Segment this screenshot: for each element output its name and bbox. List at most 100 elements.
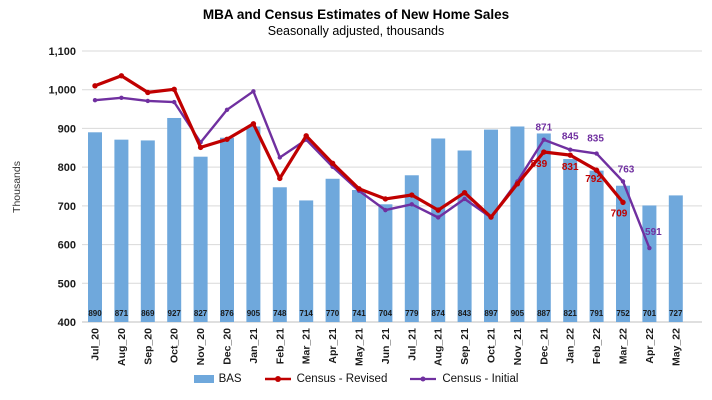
census-initial-line-marker [119,95,124,101]
data-point-label: 845 [562,132,579,143]
census-initial-line-marker [224,107,230,113]
y-axis-title: Thousands [11,161,23,213]
census-initial-line-swatch-icon [410,376,437,382]
census-revised-line-marker [224,136,230,142]
census-revised-line-marker [303,133,309,139]
bar-value-label: 887 [537,309,551,318]
data-point-label: 709 [611,208,628,219]
bas-bar-swatch-icon [193,375,214,383]
x-axis-label: Mar_21 [301,328,313,364]
y-tick-label: 500 [58,278,76,290]
legend-item-census-initial: Census - Initial [409,373,518,385]
bar [114,139,129,322]
bar [140,140,155,322]
bar [589,170,604,322]
census-initial-line-marker [568,147,573,152]
census-revised-line-marker [541,149,547,155]
bar-value-label: 874 [432,309,446,318]
data-point-label: 831 [562,162,579,173]
census-initial-line-marker [647,245,652,251]
x-axis-label: Feb_22 [591,328,603,364]
census-initial-line-marker [436,215,441,220]
x-axis-label: May_22 [670,328,682,366]
y-tick-label: 800 [58,162,76,174]
bar-value-label: 905 [511,309,525,318]
census-initial-line-marker [92,97,98,103]
bar-value-label: 897 [484,309,498,318]
census-revised-line-marker [514,181,521,187]
bar [352,189,366,322]
census-initial-line-marker [277,155,282,160]
y-tick-label: 700 [58,201,76,213]
bar-value-label: 701 [643,309,657,318]
legend-item-bas: BAS [193,373,242,385]
x-axis-label: Sep_20 [142,328,154,365]
legend: BAS Census - Revised Census - Initial [0,373,712,385]
census-initial-line-marker [409,202,414,207]
data-point-label: 591 [645,227,662,238]
bar-value-label: 791 [590,309,604,318]
bar [484,129,498,322]
bar-value-label: 827 [194,309,208,318]
census-revised-line-marker [382,196,389,202]
bar-value-label: 876 [220,309,234,318]
bar [616,185,630,322]
bar-value-label: 779 [405,309,419,318]
legend-label-census-initial: Census - Initial [442,373,519,385]
x-axis-label: Dec_20 [222,328,234,365]
census-revised-line-marker [593,167,600,173]
bar-value-label: 714 [300,309,314,318]
x-axis-label: May_21 [354,328,366,366]
bar-value-label: 890 [88,309,102,318]
bar [431,138,446,322]
x-axis-label: Oct_21 [486,328,498,363]
bar [536,133,551,322]
census-revised-line-marker [356,186,362,192]
bar [193,156,208,322]
bar-value-label: 821 [564,309,578,318]
x-axis-label: Dec_21 [538,328,550,365]
y-tick-label: 1,100 [48,46,76,58]
bar [457,150,472,322]
legend-label-census-revised: Census - Revised [296,373,388,385]
y-tick-label: 400 [58,317,76,329]
x-axis-label: Aug_20 [116,328,128,366]
y-tick-label: 1,000 [48,85,76,97]
census-revised-line-marker [277,175,283,182]
census-revised-line-marker [567,152,573,158]
x-axis-label: Apr_21 [327,328,339,364]
bar [563,159,578,322]
bar-value-label: 871 [115,309,129,318]
census-initial-line-marker [620,179,626,184]
legend-item-census-revised: Census - Revised [264,373,388,385]
census-revised-line-marker [329,160,336,166]
bar-value-label: 843 [458,309,472,318]
census-initial-line-marker [172,99,177,105]
census-initial-line-marker [251,89,256,94]
bar [167,117,182,323]
x-axis-label: Nov_21 [512,328,524,366]
census-revised-line-marker [620,199,626,206]
data-point-label: 763 [618,164,635,175]
census-revised-line-marker [171,86,177,93]
census-revised-line-marker [409,192,415,198]
bar-value-label: 727 [669,309,683,318]
census-revised-line-marker [250,121,257,127]
bar [272,187,287,322]
x-axis-label: Mar_22 [618,328,630,364]
census-initial-line-marker [383,207,388,213]
bar-value-label: 905 [247,309,261,318]
x-axis-label: Aug_21 [433,328,445,366]
bar [88,132,102,322]
census-initial-line-marker [462,196,467,202]
census-initial-line-marker [594,151,599,156]
chart-title: MBA and Census Estimates of New Home Sal… [202,7,510,22]
x-axis-label: Oct_20 [169,328,181,363]
census-initial-line-marker [145,98,150,104]
legend-label-bas: BAS [218,373,242,385]
x-axis-label: Jan_22 [565,328,577,364]
x-axis-label: Jul_21 [406,328,418,361]
bar-value-label: 741 [352,309,366,318]
